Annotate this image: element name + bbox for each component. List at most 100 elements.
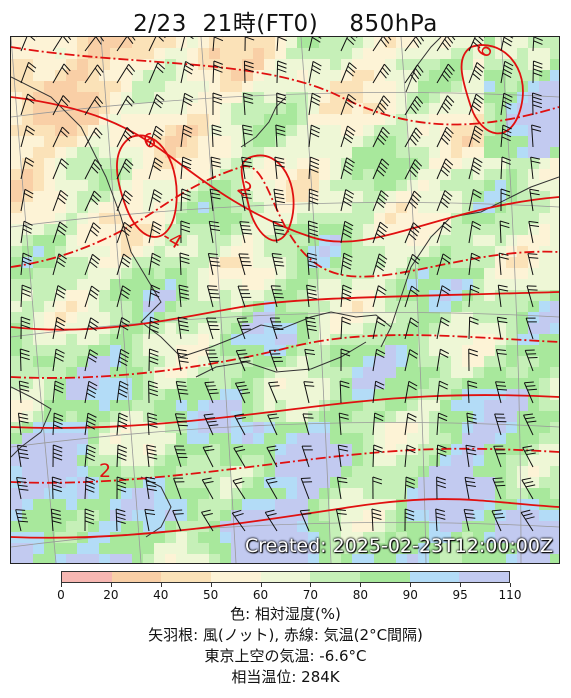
humidity-cell xyxy=(451,136,463,148)
humidity-cell xyxy=(176,81,188,93)
humidity-cell xyxy=(132,290,144,302)
wind-barb xyxy=(116,127,134,148)
humidity-cell xyxy=(99,345,111,357)
humidity-cell xyxy=(330,510,342,522)
humidity-cell xyxy=(187,48,199,60)
humidity-cell xyxy=(363,345,375,357)
humidity-cell xyxy=(11,521,23,533)
humidity-cell xyxy=(220,70,232,82)
humidity-cell xyxy=(363,213,375,225)
humidity-cell xyxy=(550,466,559,478)
humidity-cell xyxy=(44,499,56,511)
wind-barb xyxy=(500,124,512,148)
humidity-cell xyxy=(484,521,496,533)
humidity-cell xyxy=(264,543,276,555)
humidity-cell xyxy=(396,532,408,544)
humidity-cell xyxy=(319,246,331,258)
humidity-cell xyxy=(528,169,540,181)
humidity-cell xyxy=(341,444,353,456)
humidity-cell xyxy=(77,268,89,280)
humidity-cell xyxy=(495,37,507,49)
humidity-cell xyxy=(121,378,133,390)
humidity-cell xyxy=(539,389,551,401)
humidity-cell xyxy=(121,466,133,478)
humidity-cell xyxy=(374,510,386,522)
humidity-cell xyxy=(66,521,78,533)
humidity-cell xyxy=(33,455,45,467)
humidity-cell xyxy=(253,510,265,522)
humidity-cell xyxy=(88,400,100,412)
humidity-cell xyxy=(352,378,364,390)
wind-barbs xyxy=(15,37,543,532)
humidity-cell xyxy=(506,477,518,489)
humidity-cell xyxy=(341,532,353,544)
humidity-cell xyxy=(429,301,441,313)
wind-barb xyxy=(463,509,476,532)
humidity-cell xyxy=(165,411,177,423)
humidity-cell xyxy=(165,213,177,225)
humidity-cell xyxy=(363,477,375,489)
humidity-cell xyxy=(407,224,419,236)
humidity-cell xyxy=(176,543,188,555)
humidity-cell xyxy=(363,433,375,445)
humidity-cell xyxy=(143,532,155,544)
humidity-cell xyxy=(385,345,397,357)
humidity-cell xyxy=(429,543,441,555)
humidity-cell xyxy=(385,521,397,533)
humidity-cell xyxy=(231,81,243,93)
humidity-cell xyxy=(462,202,474,214)
humidity-cell xyxy=(55,147,67,159)
humidity-cell xyxy=(55,169,67,181)
humidity-cell xyxy=(484,499,496,511)
humidity-cell xyxy=(121,114,133,126)
humidity-cell xyxy=(33,81,45,93)
humidity-cell xyxy=(539,59,551,71)
humidity-cell xyxy=(110,92,122,104)
humidity-cell xyxy=(396,367,408,379)
humidity-cell xyxy=(275,422,287,434)
humidity-cell xyxy=(297,136,309,148)
humidity-cell xyxy=(495,81,507,93)
humidity-cell xyxy=(319,147,331,159)
humidity-cell xyxy=(110,147,122,159)
humidity-cell xyxy=(550,279,559,291)
humidity-cell xyxy=(242,235,254,247)
humidity-cell xyxy=(517,543,529,555)
humidity-cell xyxy=(264,136,276,148)
humidity-cell xyxy=(176,510,188,522)
humidity-cell xyxy=(297,147,309,159)
humidity-cell xyxy=(451,213,463,225)
humidity-cell xyxy=(154,400,166,412)
humidity-cell xyxy=(187,356,199,368)
humidity-cell xyxy=(231,48,243,60)
humidity-cell xyxy=(385,510,397,522)
humidity-cell xyxy=(451,70,463,82)
humidity-cell xyxy=(99,510,111,522)
humidity-cell xyxy=(55,235,67,247)
humidity-cell xyxy=(198,92,210,104)
humidity-cell xyxy=(132,488,144,500)
humidity-cell xyxy=(253,356,265,368)
humidity-cell xyxy=(165,323,177,335)
wind-barb xyxy=(494,413,507,436)
humidity-cell xyxy=(429,356,441,368)
humidity-cell xyxy=(506,268,518,280)
humidity-cell xyxy=(484,312,496,324)
humidity-cell xyxy=(517,312,529,324)
humidity-cell xyxy=(429,521,441,533)
humidity-cell xyxy=(220,477,232,489)
wind-barb xyxy=(340,284,352,308)
wind-barb xyxy=(84,476,96,500)
humidity-cell xyxy=(407,279,419,291)
humidity-cell xyxy=(275,400,287,412)
humidity-cell xyxy=(187,323,199,335)
humidity-cell xyxy=(341,268,353,280)
humidity-cell xyxy=(33,521,45,533)
humidity-cell xyxy=(341,488,353,500)
humidity-cell xyxy=(209,37,221,49)
humidity-cell xyxy=(341,543,353,555)
humidity-cell xyxy=(484,422,496,434)
wind-barb xyxy=(268,349,284,372)
colorbar-segment xyxy=(359,572,410,582)
humidity-cell xyxy=(143,59,155,71)
